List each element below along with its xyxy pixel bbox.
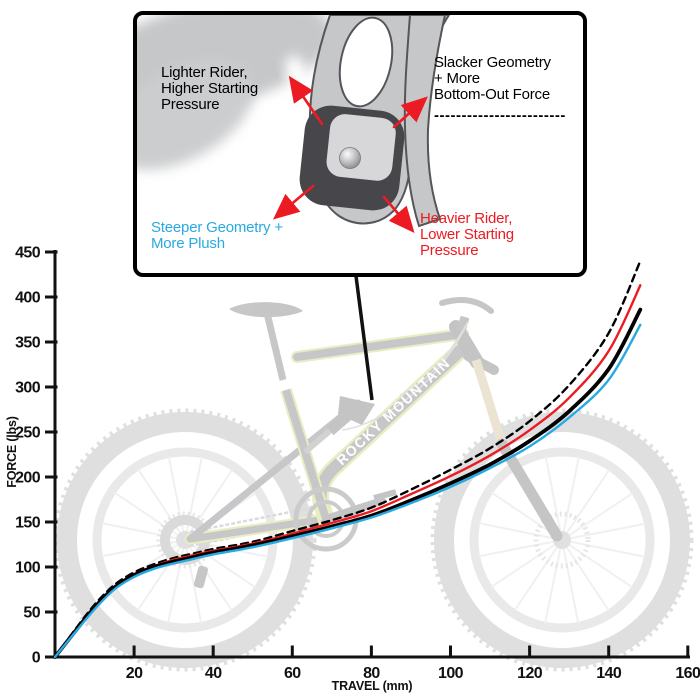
y-tick-label: 300 (15, 380, 41, 397)
x-tick-label: 160 (675, 665, 700, 682)
axes: 0 50 100 150 200 250 300 350 400 450 20 40 60 80 100 12… (5, 245, 700, 694)
label-steeper-geometry: Steeper Geometry + More Plush (151, 219, 283, 252)
y-tick-label: 400 (15, 290, 41, 307)
force-curve-slacker (53, 259, 642, 659)
arrow-upper-left-icon (288, 75, 324, 126)
y-tick-label: 200 (15, 470, 41, 487)
front-wheel (430, 408, 694, 672)
x-tick-label: 20 (126, 665, 143, 682)
y-tick-label: 150 (15, 515, 41, 532)
dashed-line-legend: ------------------------ (434, 107, 566, 124)
linkage-hole (338, 16, 394, 108)
y-tick-label: 450 (15, 245, 41, 262)
x-tick-label: 140 (596, 665, 622, 682)
x-tick-label: 80 (363, 665, 380, 682)
background-bike-image: ROCKY MOUNTAIN (53, 296, 694, 672)
flip-chip-bolt-icon (339, 147, 361, 169)
x-tick-label: 120 (517, 665, 543, 682)
force-curves (53, 259, 643, 659)
arrow-lower-right-icon (382, 195, 415, 233)
label-slacker-geometry: Slacker Geometry + More Bottom-Out Force (434, 54, 551, 103)
y-tick-label: 0 (32, 650, 41, 667)
x-axis-title: TRAVEL (mm) (332, 679, 413, 693)
flip-chip-artwork (137, 15, 451, 233)
force-curve-lighter (53, 307, 643, 659)
y-tick-label: 350 (15, 335, 41, 352)
y-axis-title: FORCE (lbs) (5, 416, 19, 487)
arrow-lower-left-icon (273, 184, 315, 220)
x-tick-label: 100 (438, 665, 464, 682)
flip-chip-callout-box: Lighter Rider, Higher Starting Pressure … (133, 11, 587, 277)
flip-chip-inner (326, 114, 396, 181)
blurred-frame-art (137, 15, 333, 170)
arrow-upper-right-icon (392, 96, 428, 129)
y-tick-label: 50 (23, 605, 40, 622)
y-tick-label: 100 (15, 560, 41, 577)
force-curve-steeper (53, 323, 642, 659)
x-tick-label: 60 (284, 665, 301, 682)
y-tick-label: 250 (15, 425, 41, 442)
label-heavier-rider: Heavier Rider, Lower Starting Pressure (420, 210, 514, 259)
label-lighter-rider: Lighter Rider, Higher Starting Pressure (161, 64, 259, 113)
x-tick-label: 40 (205, 665, 222, 682)
callout-pointer-line (354, 275, 374, 401)
